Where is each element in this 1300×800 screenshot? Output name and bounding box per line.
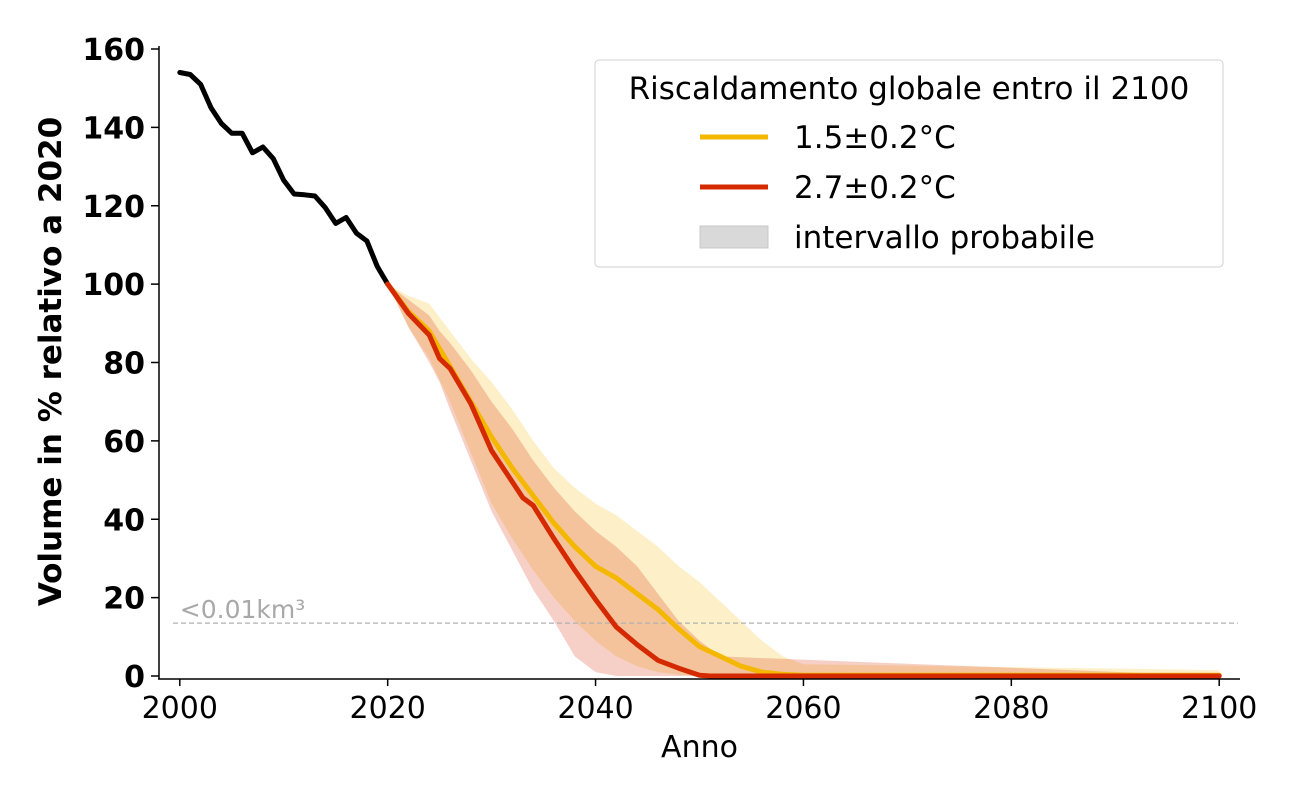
y-tick-label: 140 xyxy=(82,111,145,146)
x-tick-label: 2060 xyxy=(765,691,841,726)
legend-label: 2.7±0.2°C xyxy=(794,170,956,206)
x-tick-label: 2100 xyxy=(1181,691,1257,726)
y-tick-label: 40 xyxy=(103,503,145,538)
y-axis: 0 20 40 60 80 100 120 140 160 xyxy=(82,33,160,695)
series-lines xyxy=(177,70,1222,679)
y-tick-label: 100 xyxy=(82,268,145,303)
x-tick-label: 2040 xyxy=(557,691,633,726)
y-tick-label: 0 xyxy=(124,660,145,695)
x-tick-label: 2000 xyxy=(142,691,218,726)
legend-swatch-band xyxy=(699,225,769,249)
y-tick-label: 20 xyxy=(103,582,145,617)
x-tick-label: 2080 xyxy=(973,691,1049,726)
legend-box xyxy=(594,59,1224,268)
legend-title: Riscaldamento globale entro il 2100 xyxy=(629,71,1190,107)
y-tick-label: 60 xyxy=(103,425,145,460)
band-2-7-0-2-c xyxy=(387,284,1220,676)
x-axis: 2000 2020 2040 2060 2080 2100 xyxy=(142,678,1257,726)
y-tick-label: 160 xyxy=(82,33,145,68)
x-axis-title: Anno xyxy=(661,730,738,765)
y-tick-label: 120 xyxy=(82,190,145,225)
legend-label: intervallo probabile xyxy=(794,220,1095,256)
y-tick-label: 80 xyxy=(103,347,145,382)
likely-range-bands xyxy=(387,284,1220,676)
legend-label: 1.5±0.2°C xyxy=(794,120,956,156)
series-line-observed xyxy=(177,70,391,287)
series-line-2-7-0-2-c xyxy=(385,281,1222,679)
threshold-label: <0.01km³ xyxy=(180,595,305,624)
legend: Riscaldamento globale entro il 2100 1.5±… xyxy=(594,59,1224,268)
y-axis-title: Volume in % relativo a 2020 xyxy=(33,117,69,606)
band-1-5-0-2-c xyxy=(387,284,1220,676)
x-tick-label: 2020 xyxy=(349,691,425,726)
